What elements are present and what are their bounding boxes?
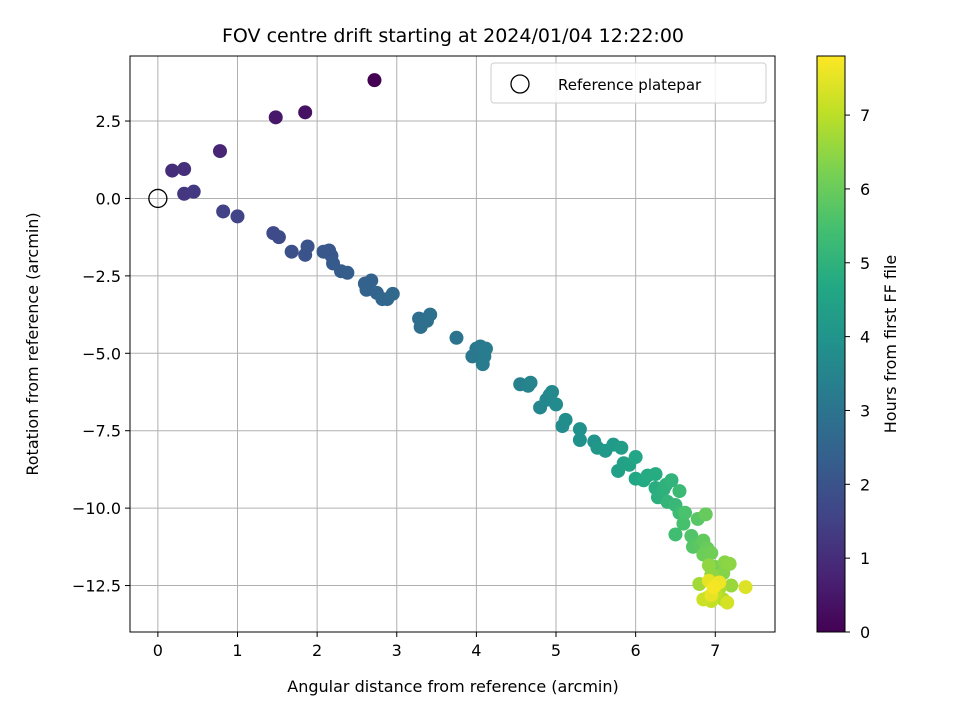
data-point [298, 105, 313, 120]
x-tick-label: 6 [631, 641, 641, 660]
data-point [678, 505, 693, 520]
data-point [614, 440, 629, 455]
data-point [230, 209, 245, 224]
y-tick-label: −2.5 [82, 267, 121, 286]
x-tick-label: 1 [232, 641, 242, 660]
y-tick-label: −10.0 [72, 499, 121, 518]
chart-title: FOV centre drift starting at 2024/01/04 … [222, 25, 684, 47]
data-point [268, 110, 283, 125]
legend-box [490, 62, 767, 104]
y-axis-ticks: 2.5 0.0 −2.5 −5.0 −7.5 −10.0 −12.5 [72, 112, 130, 596]
colorbar-tick-label: 0 [860, 623, 870, 642]
legend-marker-icon [510, 74, 530, 94]
data-point [684, 529, 699, 543]
y-tick-label: −5.0 [82, 344, 121, 363]
data-point [475, 357, 490, 372]
colorbar-label: Hours from first FF file [881, 255, 900, 434]
x-tick-label: 2 [312, 641, 322, 660]
reference-point [148, 188, 168, 209]
data-point [648, 467, 663, 482]
data-point [364, 273, 379, 288]
data-point [284, 244, 299, 259]
data-point [545, 385, 560, 399]
colorbar-tick-label: 4 [860, 328, 870, 347]
data-point [549, 397, 564, 412]
data-point [720, 595, 735, 610]
colorbar-tick-label: 3 [860, 401, 870, 420]
data-point [698, 507, 713, 522]
data-point [216, 204, 231, 219]
data-point [664, 473, 679, 488]
data-point [186, 184, 201, 199]
colorbar-tick-label: 7 [860, 106, 870, 125]
y-tick-label: 0.0 [96, 189, 121, 208]
y-tick-label: 2.5 [96, 112, 121, 131]
x-tick-label: 7 [710, 641, 720, 660]
y-axis-label: Rotation from reference (arcmin) [23, 212, 42, 475]
data-point [558, 412, 573, 427]
data-point [271, 230, 286, 245]
data-point [212, 144, 227, 159]
x-tick-label: 0 [153, 641, 163, 660]
data-point [676, 516, 691, 531]
x-axis-ticks: 0 1 2 3 4 5 6 7 [153, 632, 720, 660]
legend: Reference platepar [490, 62, 767, 104]
data-point [706, 580, 721, 595]
x-tick-label: 4 [471, 641, 481, 660]
colorbar-tick-label: 2 [860, 475, 870, 494]
colorbar-tick-label: 1 [860, 549, 870, 568]
data-point [628, 450, 643, 465]
data-point [572, 422, 587, 437]
colorbar-tick-label: 5 [860, 254, 870, 273]
colorbar [816, 55, 846, 633]
data-point [367, 73, 382, 88]
data-point [704, 546, 719, 561]
y-tick-label: −12.5 [72, 577, 121, 596]
data-point [340, 265, 355, 280]
data-point [722, 556, 737, 571]
data-point [724, 578, 739, 593]
data-point [572, 433, 587, 447]
plot-frame [129, 55, 776, 633]
y-tick-label: −7.5 [82, 422, 121, 441]
data-point [177, 162, 192, 177]
data-point [300, 239, 315, 254]
data-point [423, 307, 438, 322]
plot-grid [130, 56, 775, 632]
x-axis-label: Angular distance from reference (arcmin) [287, 677, 618, 696]
data-point [478, 341, 493, 356]
data-point [165, 163, 180, 178]
data-point [738, 580, 753, 595]
colorbar-ticks: 0 1 2 3 4 5 6 7 [845, 106, 870, 642]
data-point [701, 558, 716, 573]
plot-points [148, 73, 753, 610]
colorbar-tick-label: 6 [860, 180, 870, 199]
data-point [668, 527, 683, 542]
x-tick-label: 5 [551, 641, 561, 660]
data-point [672, 484, 687, 499]
data-point [385, 286, 400, 301]
legend-label: Reference platepar [558, 76, 702, 94]
data-point [449, 330, 464, 345]
data-point [523, 375, 538, 390]
x-tick-label: 3 [392, 641, 402, 660]
